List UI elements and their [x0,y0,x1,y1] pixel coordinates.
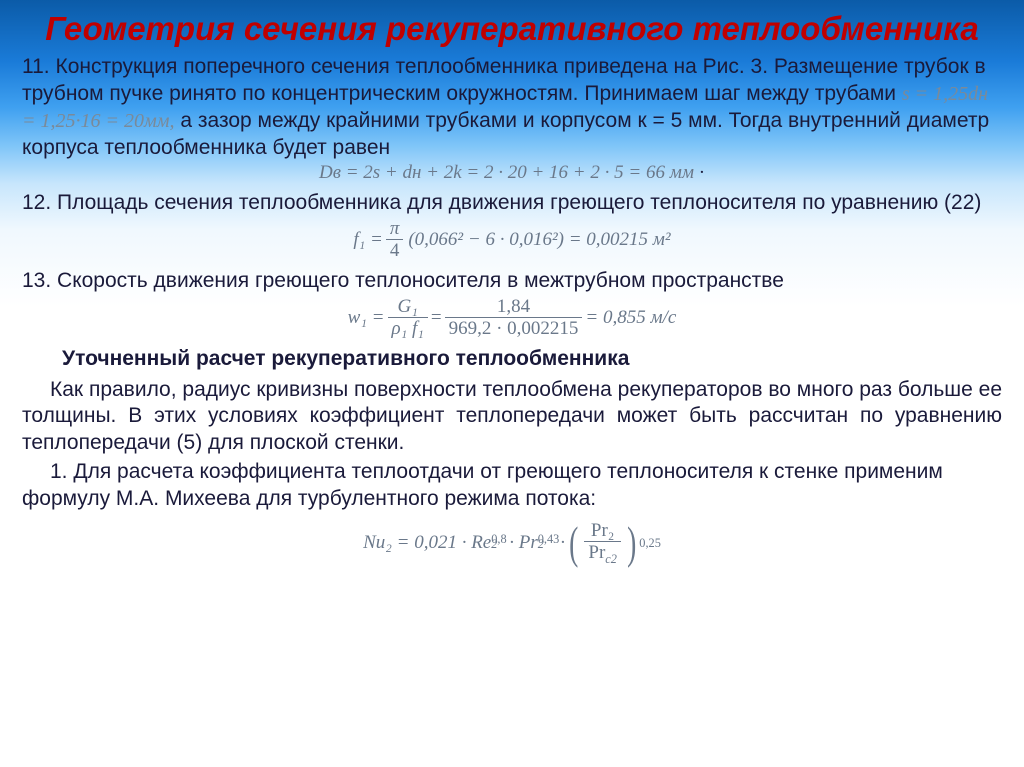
eq-nu-frac: Pr₂ Prc2 [584,521,621,566]
eq-nu-pow: 0,25 [639,537,661,551]
eq-w1-frac1: G₁ ρ₁ f₁ [388,297,428,340]
eq-nu-frac-n: Pr₂ [584,521,621,542]
body: 11. Конструкция поперечного сечения тепл… [22,54,1002,566]
eq-nu-pr-sub: 2 [538,538,544,552]
eq-f1-rhs: (0,066² − 6 · 0,016²) = 0,00215 м² [408,230,670,251]
eq-f1-four: 4 [386,240,404,262]
slide: Геометрия сечения рекуперативного теплоо… [0,0,1024,767]
para-11: 11. Конструкция поперечного сечения тепл… [22,54,1002,162]
eq-w1-res: = 0,855 м/с [585,308,676,329]
eq-Dv-text: Dв = 2s + dн + 2k = 2 · 20 + 16 + 2 · 5 … [319,162,694,183]
eq-nu-frac-d-sub: c2 [605,552,617,566]
eq-f1-pi: π [386,219,404,240]
eq-w1-lhs: w₁ = [348,308,385,329]
slide-title: Геометрия сечения рекуперативного теплоо… [22,10,1002,48]
eq-w1-frac2: 1,84 969,2 · 0,002215 [445,297,583,340]
eq-w1-eq: = [431,308,442,329]
eq-f1-lhs: f₁ = [353,230,382,251]
para-a: Как правило, радиус кривизны поверхности… [22,377,1002,458]
eq-w1-n1: G₁ [388,297,428,318]
eq-w1-d1: ρ₁ f₁ [388,318,428,340]
eq-f1-frac: π 4 [386,219,404,262]
eq-w1-n2: 1,84 [445,297,583,318]
eq-nu-frac-d-a: Pr [588,542,605,563]
eq-nu-a: Nu₂ = 0,021 · Re [363,533,491,554]
para-12: 12. Площадь сечения теплообменника для д… [22,190,1002,217]
eq-Dv: Dв = 2s + dн + 2k = 2 · 20 + 16 + 2 · 5 … [22,163,1002,184]
para-b: 1. Для расчета коэффициента теплоотдачи … [22,459,1002,513]
eq-w1-d2: 969,2 · 0,002215 [445,318,583,340]
subtitle: Уточненный расчет рекуперативного теплоо… [62,346,1002,373]
eq-nu-frac-d: Prc2 [584,542,621,566]
eq-nu: Nu₂ = 0,021 · Re 0,8 2 · Pr 0,43 2 · ( P… [22,521,1002,566]
eq-w1: w₁ = G₁ ρ₁ f₁ = 1,84 969,2 · 0,002215 = … [22,297,1002,340]
para-13: 13. Скорость движения греющего теплоноси… [22,268,1002,295]
eq-nu-b: · Pr [509,533,538,554]
eq-nu-c: · [560,533,566,554]
eq-f1: f₁ = π 4 (0,066² − 6 · 0,016²) = 0,00215… [22,219,1002,262]
eq-nu-re-sub: 2 [491,538,497,552]
eq-Dv-dot: · [699,162,705,183]
p11-text-a: 11. Конструкция поперечного сечения тепл… [22,55,986,105]
